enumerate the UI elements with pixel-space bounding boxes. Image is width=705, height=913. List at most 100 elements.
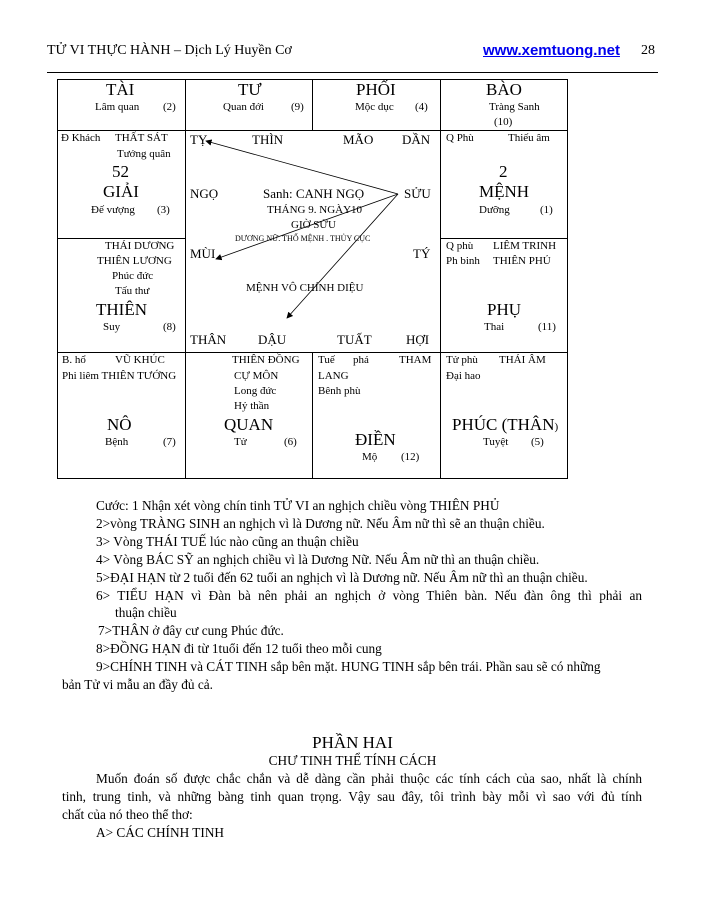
palace-name: TÀI — [106, 80, 135, 99]
palace-num: (7) — [163, 436, 176, 448]
star: THIÊN PHỦ — [493, 255, 551, 267]
palace-name: BÀO — [486, 80, 522, 99]
star: B. hổ — [62, 354, 86, 366]
star: VŨ KHÚC — [115, 354, 165, 366]
note-line: 5>ĐẠI HẠN từ 2 tuổi đến 62 tuổi an nghịc… — [96, 570, 588, 585]
branch-label: THÌN — [252, 132, 284, 147]
star: THÁI ÂM — [499, 354, 546, 366]
star: Tấu thư — [115, 285, 150, 297]
palace-num: (5) — [531, 436, 544, 448]
subheading: A> CÁC CHÍNH TINH — [96, 825, 225, 840]
star: Ph binh — [446, 255, 480, 267]
note-line: 7>THÂN ở đây cư cung Phúc đức. — [98, 623, 284, 638]
palace-num: (1) — [540, 204, 553, 216]
palace-sub: Bệnh — [105, 436, 129, 448]
star: Long đức — [234, 385, 277, 397]
star: Đại hao — [446, 370, 481, 382]
header-divider — [47, 72, 658, 73]
palace-sub: Lâm quan — [95, 101, 140, 113]
arrow-to-mui — [215, 193, 399, 261]
palace-num: (2) — [163, 101, 176, 113]
palace-sub: Thai — [484, 321, 505, 333]
birth-year: Sanh: CANH NGỌ — [263, 186, 365, 201]
age: 52 — [112, 162, 129, 181]
palace-num: (11) — [538, 321, 556, 333]
palace-num: (4) — [415, 101, 428, 113]
branch-label: MÃO — [343, 132, 374, 147]
palace-name: QUAN — [224, 415, 274, 434]
paragraph-line: chất của nó theo thể thơ: — [62, 807, 193, 822]
palace-num: (12) — [401, 451, 420, 463]
palace-sub: Quan đới — [223, 101, 264, 113]
header-link[interactable]: www.xemtuong.net — [483, 42, 620, 59]
palace-sub: Đế vượng — [91, 204, 135, 216]
header-title: TỬ VI THỰC HÀNH – Dịch Lý Huyền Cơ — [47, 43, 292, 58]
palace-sub: Mộ — [362, 451, 378, 463]
branch-label: HỢI — [406, 332, 430, 347]
palace-name: TƯ — [238, 80, 262, 99]
arrow-to-ty — [205, 139, 399, 195]
star: CỰ MÔN — [234, 370, 279, 382]
palace-name-text: PHÚC (THÂN — [452, 415, 555, 434]
note-line: 8>ĐỒNG HẠN đi từ 1tuổi đến 12 tuổi theo … — [96, 641, 382, 656]
star: THAM — [399, 354, 432, 366]
star: THIÊN ĐỒNG — [232, 354, 300, 366]
star: LIÊM TRINH — [493, 240, 557, 252]
branch-label: TỴ — [190, 132, 208, 147]
palace-name: PHÚC (THÂN) — [452, 415, 558, 435]
branch-label: DẦN — [402, 132, 431, 147]
page-number: 28 — [641, 43, 655, 58]
star: Bênh phù — [318, 385, 361, 397]
palace-name: ĐIỀN — [355, 430, 396, 449]
star: Phúc đức — [112, 270, 154, 282]
note-line: 3> Vòng THÁI TUẾ lúc nào cũng an thuận c… — [96, 534, 359, 549]
birth-month-day: THÁNG 9. NGÀY10 — [267, 204, 363, 216]
palace-num: (10) — [494, 116, 513, 128]
palace-sub: Mộc dục — [355, 101, 394, 113]
palace-sub: Tuyệt — [483, 436, 509, 448]
branch-label: TÝ — [413, 246, 431, 261]
paragraph-line: Muốn đoán số được chắc chắn và dễ dàng c… — [96, 771, 642, 786]
cell-phuc — [440, 352, 568, 479]
star: Phi liêm THIÊN TƯỚNG — [62, 370, 177, 382]
star: THÁI DƯƠNG — [105, 240, 175, 252]
note-line: 6> TIỂU HẠN vì Đàn bà nên phải an nghịch… — [96, 588, 642, 603]
palace-name: NÔ — [107, 415, 132, 434]
section-subtitle: CHƯ TINH THỂ TÍNH CÁCH — [268, 753, 437, 768]
chart-note: MỆNH VÔ CHÍNH DIỆU — [246, 282, 364, 294]
palace-sub: Dưỡng — [479, 204, 510, 216]
star: Tướng quân — [117, 148, 171, 160]
star: Đ Khách — [61, 132, 101, 144]
note-line: bản Tử vi mẫu an đầy đủ cả. — [62, 677, 213, 692]
star: Q Phù — [446, 132, 474, 144]
palace-num: (3) — [157, 204, 170, 216]
note-line: 2>vòng TRÀNG SINH an nghịch vì là Dương … — [96, 516, 545, 531]
star: Hỷ thần — [234, 400, 270, 412]
chart-info: DƯƠNG NỮ. THỔ MỆNH . THỦY CỤC — [235, 234, 371, 243]
star: Q phù — [446, 240, 474, 252]
star: phá — [353, 354, 369, 366]
branch-label: SỬU — [404, 186, 431, 201]
star: Tuế — [318, 354, 335, 366]
section-title: PHẦN HAI — [312, 733, 393, 752]
note-line: Cước: 1 Nhận xét vòng chín tinh TỬ VI an… — [96, 498, 500, 513]
note-line: 4> Vòng BÁC SỸ an nghịch chiều vì là Dươ… — [96, 552, 540, 567]
star: Tử phù — [446, 354, 478, 366]
branch-label: DẬU — [258, 332, 287, 347]
branch-label: MÙI — [190, 246, 216, 261]
palace-name-paren: ) — [554, 421, 559, 433]
palace-name: MỆNH — [479, 182, 530, 201]
palace-name: PHỤ — [487, 300, 522, 319]
star: LANG — [318, 370, 349, 382]
palace-sub: Tràng Sanh — [489, 101, 540, 113]
star: THIÊN LƯƠNG — [97, 255, 172, 267]
branch-label: NGỌ — [190, 186, 219, 201]
palace-num: (6) — [284, 436, 297, 448]
star: THẤT SÁT — [115, 132, 168, 144]
palace-sub: Tử — [234, 436, 247, 448]
star: Thiếu âm — [508, 132, 550, 144]
arrow-to-dau — [286, 193, 399, 319]
palace-name: THIÊN — [96, 300, 147, 319]
